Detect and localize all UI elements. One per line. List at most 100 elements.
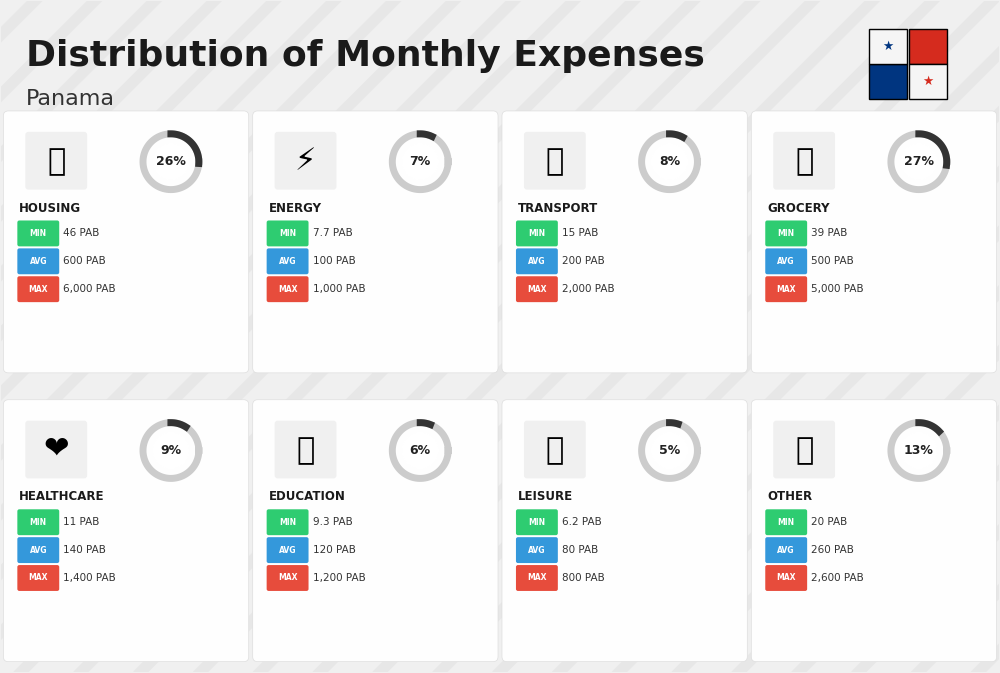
- Text: 1,400 PAB: 1,400 PAB: [63, 573, 116, 583]
- Text: MAX: MAX: [527, 285, 547, 293]
- Text: MAX: MAX: [29, 573, 48, 583]
- Text: MIN: MIN: [30, 518, 47, 527]
- Text: 7.7 PAB: 7.7 PAB: [313, 228, 352, 238]
- Text: MIN: MIN: [279, 229, 296, 238]
- Text: ★: ★: [922, 75, 933, 88]
- Text: 1,200 PAB: 1,200 PAB: [313, 573, 365, 583]
- Text: MIN: MIN: [279, 518, 296, 527]
- Text: EDUCATION: EDUCATION: [269, 491, 346, 503]
- FancyBboxPatch shape: [267, 509, 309, 535]
- FancyBboxPatch shape: [751, 400, 997, 662]
- FancyBboxPatch shape: [524, 132, 586, 190]
- FancyBboxPatch shape: [267, 565, 309, 591]
- Text: 🛒: 🛒: [795, 147, 813, 176]
- FancyBboxPatch shape: [524, 421, 586, 479]
- FancyBboxPatch shape: [516, 537, 558, 563]
- Text: 2,600 PAB: 2,600 PAB: [811, 573, 864, 583]
- FancyBboxPatch shape: [751, 111, 997, 373]
- Text: MIN: MIN: [30, 229, 47, 238]
- Text: 5%: 5%: [659, 444, 680, 457]
- Text: 15 PAB: 15 PAB: [562, 228, 598, 238]
- FancyBboxPatch shape: [3, 111, 249, 373]
- Text: 46 PAB: 46 PAB: [63, 228, 100, 238]
- Text: AVG: AVG: [777, 546, 795, 555]
- Text: MAX: MAX: [527, 573, 547, 583]
- FancyBboxPatch shape: [869, 29, 907, 64]
- Text: MAX: MAX: [278, 573, 297, 583]
- Text: 6%: 6%: [410, 444, 431, 457]
- Text: Distribution of Monthly Expenses: Distribution of Monthly Expenses: [26, 39, 705, 73]
- Text: AVG: AVG: [777, 257, 795, 266]
- Text: MAX: MAX: [29, 285, 48, 293]
- Text: AVG: AVG: [279, 257, 296, 266]
- FancyBboxPatch shape: [773, 421, 835, 479]
- FancyBboxPatch shape: [516, 248, 558, 275]
- FancyBboxPatch shape: [765, 509, 807, 535]
- Text: 🛍: 🛍: [546, 436, 564, 465]
- Text: HEALTHCARE: HEALTHCARE: [19, 491, 105, 503]
- Circle shape: [153, 143, 189, 180]
- Text: AVG: AVG: [30, 546, 47, 555]
- Text: 13%: 13%: [904, 444, 934, 457]
- FancyBboxPatch shape: [516, 509, 558, 535]
- Circle shape: [402, 433, 438, 468]
- Circle shape: [901, 143, 937, 180]
- Text: 8%: 8%: [659, 155, 680, 168]
- FancyBboxPatch shape: [765, 565, 807, 591]
- Text: 100 PAB: 100 PAB: [313, 256, 355, 267]
- Text: 1,000 PAB: 1,000 PAB: [313, 284, 365, 294]
- Text: 9%: 9%: [160, 444, 181, 457]
- Text: AVG: AVG: [279, 546, 296, 555]
- Text: 200 PAB: 200 PAB: [562, 256, 605, 267]
- FancyBboxPatch shape: [17, 221, 59, 246]
- Text: ENERGY: ENERGY: [269, 201, 322, 215]
- FancyBboxPatch shape: [869, 64, 907, 99]
- Text: 800 PAB: 800 PAB: [562, 573, 605, 583]
- Text: 27%: 27%: [904, 155, 934, 168]
- Text: HOUSING: HOUSING: [19, 201, 81, 215]
- Text: 39 PAB: 39 PAB: [811, 228, 848, 238]
- Text: Panama: Panama: [26, 89, 115, 109]
- Text: AVG: AVG: [528, 546, 546, 555]
- FancyBboxPatch shape: [275, 421, 336, 479]
- FancyBboxPatch shape: [773, 132, 835, 190]
- FancyBboxPatch shape: [275, 132, 336, 190]
- Text: 🏗: 🏗: [47, 147, 65, 176]
- FancyBboxPatch shape: [502, 111, 747, 373]
- Text: 26%: 26%: [156, 155, 186, 168]
- Text: MAX: MAX: [278, 285, 297, 293]
- Text: 5,000 PAB: 5,000 PAB: [811, 284, 864, 294]
- FancyBboxPatch shape: [253, 111, 498, 373]
- Circle shape: [402, 143, 438, 180]
- Text: GROCERY: GROCERY: [767, 201, 830, 215]
- Text: 20 PAB: 20 PAB: [811, 518, 847, 527]
- Text: 6.2 PAB: 6.2 PAB: [562, 518, 602, 527]
- Text: MIN: MIN: [778, 229, 795, 238]
- Text: AVG: AVG: [30, 257, 47, 266]
- FancyBboxPatch shape: [516, 276, 558, 302]
- FancyBboxPatch shape: [25, 132, 87, 190]
- FancyBboxPatch shape: [25, 421, 87, 479]
- Text: 7%: 7%: [410, 155, 431, 168]
- Circle shape: [651, 143, 688, 180]
- Text: 💰: 💰: [795, 436, 813, 465]
- Text: 9.3 PAB: 9.3 PAB: [313, 518, 352, 527]
- Text: 2,000 PAB: 2,000 PAB: [562, 284, 614, 294]
- FancyBboxPatch shape: [765, 221, 807, 246]
- FancyBboxPatch shape: [3, 400, 249, 662]
- Text: MIN: MIN: [778, 518, 795, 527]
- FancyBboxPatch shape: [17, 248, 59, 275]
- FancyBboxPatch shape: [502, 400, 747, 662]
- FancyBboxPatch shape: [765, 248, 807, 275]
- Text: 140 PAB: 140 PAB: [63, 545, 106, 555]
- FancyBboxPatch shape: [17, 537, 59, 563]
- FancyBboxPatch shape: [765, 276, 807, 302]
- Text: ⚡: ⚡: [295, 147, 316, 176]
- Text: ★: ★: [882, 40, 894, 53]
- Text: 6,000 PAB: 6,000 PAB: [63, 284, 116, 294]
- FancyBboxPatch shape: [267, 537, 309, 563]
- FancyBboxPatch shape: [17, 565, 59, 591]
- FancyBboxPatch shape: [909, 64, 947, 99]
- FancyBboxPatch shape: [267, 248, 309, 275]
- FancyBboxPatch shape: [516, 565, 558, 591]
